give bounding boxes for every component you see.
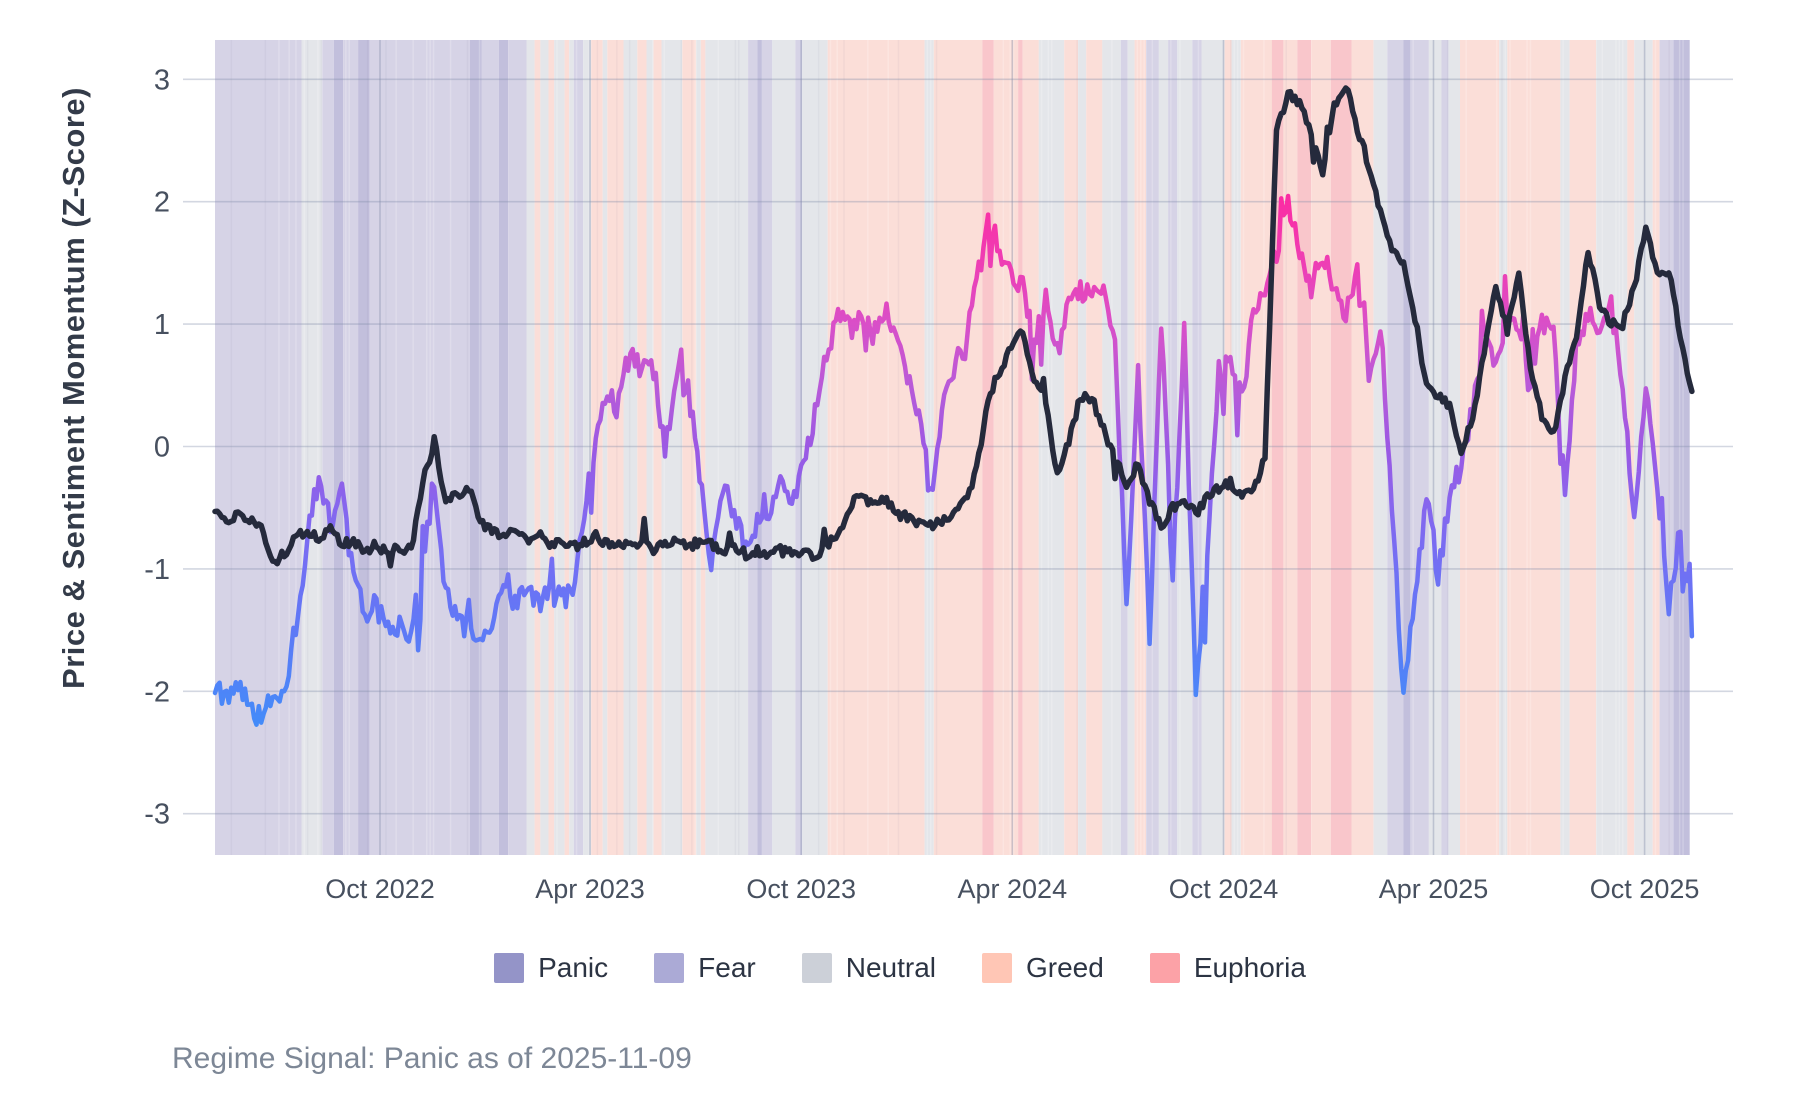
legend-item-neutral[interactable]: Neutral	[801, 952, 936, 984]
svg-text:Apr 2025: Apr 2025	[1379, 874, 1489, 904]
chart-legend: Panic Fear Neutral Greed Euphoria	[0, 952, 1800, 984]
legend-item-euphoria[interactable]: Euphoria	[1149, 952, 1306, 984]
svg-text:Apr 2023: Apr 2023	[535, 874, 645, 904]
svg-text:Oct 2022: Oct 2022	[325, 874, 435, 904]
panic-swatch-icon	[494, 953, 525, 983]
svg-text:Oct 2024: Oct 2024	[1169, 874, 1279, 904]
svg-text:Oct 2025: Oct 2025	[1590, 874, 1700, 904]
neutral-swatch-icon	[801, 953, 832, 983]
fear-swatch-icon	[654, 953, 685, 983]
svg-text:2: 2	[154, 187, 170, 219]
greed-swatch-icon	[981, 953, 1012, 983]
svg-text:0: 0	[154, 432, 170, 464]
svg-text:Oct 2023: Oct 2023	[746, 874, 856, 904]
y-axis-title: Price & Sentiment Momentum (Z-Score)	[56, 87, 91, 689]
regime-signal-caption: Regime Signal: Panic as of 2025-11-09	[172, 1042, 692, 1075]
legend-label: Panic	[538, 952, 609, 983]
svg-text:Apr 2024: Apr 2024	[958, 874, 1068, 904]
svg-text:-1: -1	[144, 554, 170, 586]
euphoria-swatch-icon	[1149, 953, 1180, 983]
legend-label: Greed	[1025, 952, 1104, 983]
chart-canvas: 3 2 1 0 -1 -2 -3 Oct 2022 Apr 2023 Oct 2023 Apr 20…	[144, 40, 1733, 904]
legend-label: Neutral	[845, 952, 936, 983]
legend-item-greed[interactable]: Greed	[981, 952, 1104, 984]
svg-text:1: 1	[154, 309, 170, 341]
legend-item-fear[interactable]: Fear	[654, 952, 756, 984]
legend-label: Fear	[698, 952, 756, 983]
svg-text:-2: -2	[144, 676, 170, 708]
svg-text:3: 3	[154, 64, 170, 96]
legend-item-panic[interactable]: Panic	[494, 952, 608, 984]
legend-label: Euphoria	[1193, 952, 1306, 983]
svg-text:-3: -3	[144, 799, 170, 831]
